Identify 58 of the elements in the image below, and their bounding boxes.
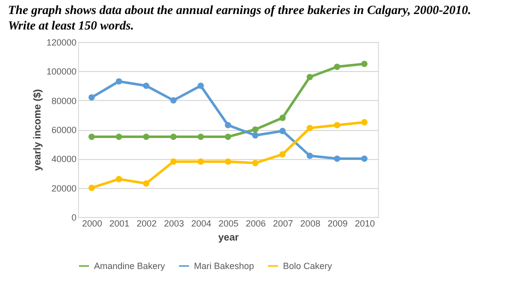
x-tick-label: 2009	[328, 218, 348, 228]
y-tick-label: 40000	[51, 154, 76, 164]
x-tick-label: 2000	[82, 218, 102, 228]
x-tick-label: 2004	[191, 218, 212, 228]
x-axis-title: year	[218, 232, 239, 244]
y-tick-label: 20000	[51, 183, 76, 194]
x-tick-label: 2005	[218, 218, 239, 228]
x-tick-label: 2002	[136, 218, 157, 228]
x-tick-label: 2008	[300, 218, 320, 228]
point	[224, 122, 232, 128]
point	[143, 134, 150, 140]
point	[170, 97, 177, 104]
y-tick-label: 60000	[51, 125, 76, 135]
x-tick-label: 2006	[246, 218, 266, 228]
point	[334, 156, 340, 162]
point	[306, 74, 313, 80]
point	[88, 134, 95, 140]
point	[361, 60, 368, 68]
point	[361, 156, 368, 162]
point	[116, 78, 122, 85]
point	[361, 119, 368, 126]
point	[279, 114, 286, 121]
y-tick-label: 80000	[51, 96, 76, 106]
legend-label: Mari Bakeshop	[194, 261, 254, 271]
x-tick-label: 2007	[273, 218, 294, 228]
point	[224, 158, 232, 165]
point	[252, 126, 258, 133]
y-tick-label: 120000	[46, 38, 76, 48]
legend-label: Bolo Cakery	[283, 261, 333, 271]
x-tick-label: 2010	[354, 218, 375, 228]
point	[306, 152, 313, 159]
point	[279, 128, 286, 134]
point	[116, 134, 122, 140]
chart-title: The graph shows data about the annual earnings of three bakeries in Calgary, 2000-2010.	[8, 3, 472, 17]
x-tick-label: 2001	[109, 218, 130, 228]
x-tick-label: 2003	[164, 218, 184, 228]
point	[279, 151, 286, 158]
chart-subtitle: Write at least 150 words.	[8, 18, 134, 32]
y-tick-label: 0	[71, 212, 76, 222]
y-axis-title: yearly income ($)	[32, 89, 44, 171]
point	[143, 82, 150, 89]
point	[198, 134, 204, 140]
point	[198, 82, 204, 89]
point	[88, 184, 95, 191]
point	[334, 64, 340, 70]
legend-label: Amandine Bakery	[94, 261, 166, 271]
point	[88, 94, 95, 101]
point	[306, 124, 313, 132]
y-tick-label: 100000	[46, 66, 76, 77]
point	[143, 180, 150, 187]
point	[334, 122, 340, 128]
point	[224, 134, 232, 140]
point	[116, 176, 122, 182]
point	[170, 134, 177, 140]
point	[198, 158, 204, 165]
point	[252, 160, 258, 166]
point	[170, 158, 177, 165]
point	[252, 132, 258, 138]
